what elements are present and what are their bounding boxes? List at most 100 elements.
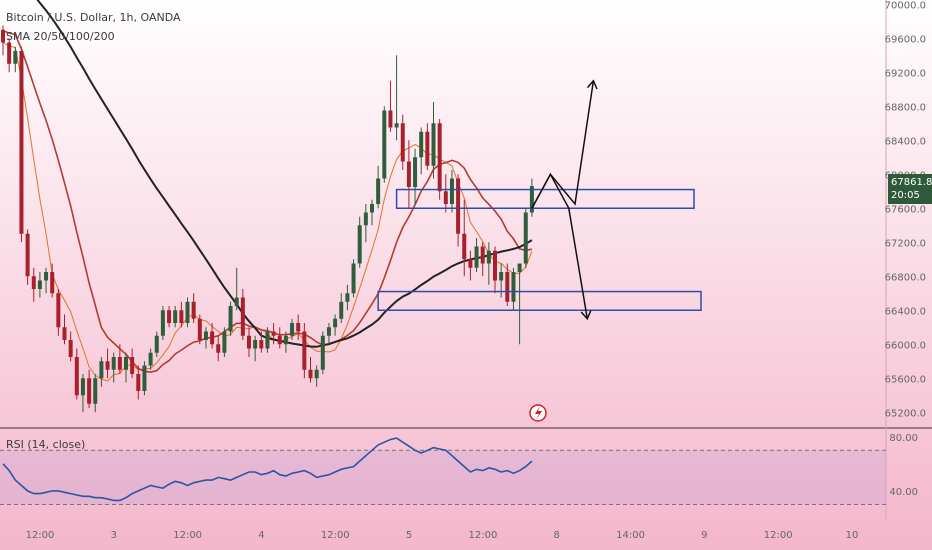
candle-body[interactable] [462,233,467,260]
candle-body[interactable] [210,331,215,345]
candle-body[interactable] [56,293,61,328]
projection-layer[interactable] [531,79,598,321]
candle-body[interactable] [173,310,178,323]
candle-body[interactable] [130,357,135,374]
candle-body[interactable] [320,335,325,370]
candle-body[interactable] [80,378,85,396]
candle-body[interactable] [339,301,344,319]
candle-body[interactable] [19,51,24,234]
candle-body[interactable] [499,272,504,281]
candle-body[interactable] [247,335,251,349]
candle-body[interactable] [148,352,153,366]
candle-body[interactable] [357,225,362,264]
candle-body[interactable] [302,331,307,370]
candle-body[interactable] [7,42,12,64]
candle-body[interactable] [222,331,227,353]
candle-body[interactable] [474,246,479,268]
candle-body[interactable] [124,357,128,370]
time-axis[interactable]: 12:00 3 12:00 4 12:00 5 12:00 8 14:00 9 12:00 10 [26,530,859,541]
candle-body[interactable] [13,51,18,64]
candle-body[interactable] [431,123,436,166]
candle-body[interactable] [449,178,454,205]
candle-body[interactable] [234,297,239,307]
candle-body[interactable] [363,212,368,226]
candle-body[interactable] [99,361,104,379]
candle-body[interactable] [480,246,485,264]
lightning-icon[interactable] [529,404,547,422]
candle-body[interactable] [296,323,301,332]
candle-body[interactable] [185,301,190,323]
candle-body[interactable] [68,340,73,357]
candle-body[interactable] [505,272,510,302]
candle-body[interactable] [425,131,430,166]
candle-body[interactable] [197,318,202,340]
candle-body[interactable] [179,310,184,323]
candle-body[interactable] [529,186,534,213]
candle-body[interactable] [345,293,350,302]
candle-body[interactable] [93,378,98,404]
candle-body[interactable] [413,157,418,187]
candle-body[interactable] [290,323,295,336]
candle-body[interactable] [265,331,270,349]
price-zone-rect[interactable] [395,188,695,210]
candles-layer[interactable] [1,25,534,413]
candle-body[interactable] [314,369,319,379]
candle-body[interactable] [160,310,165,336]
time-tick-label: 12:00 [764,530,793,541]
candle-body[interactable] [154,335,159,353]
candle-body[interactable] [406,161,411,188]
candle-body[interactable] [333,318,338,328]
candle-body[interactable] [486,250,491,264]
candle-body[interactable] [271,331,276,336]
candle-body[interactable] [308,369,313,379]
zones-layer[interactable] [377,188,702,311]
candle-body[interactable] [37,280,42,290]
candle-body[interactable] [111,357,116,370]
candle-body[interactable] [117,357,122,370]
candle-body[interactable] [370,204,374,213]
candle-body[interactable] [31,276,36,289]
candle-body[interactable] [468,259,473,268]
candle-body[interactable] [74,357,79,396]
candle-body[interactable] [394,123,399,128]
candle-body[interactable] [277,335,282,345]
candle-body[interactable] [167,310,172,323]
candle-body[interactable] [456,178,461,234]
candle-body[interactable] [1,29,5,43]
candle-body[interactable] [253,340,258,349]
candle-body[interactable] [400,123,405,162]
candle-body[interactable] [203,331,208,341]
candle-body[interactable] [228,306,233,332]
candle-body[interactable] [50,272,55,294]
bar-countdown: 20:05 [891,190,920,201]
candle-body[interactable] [419,131,424,158]
candle-body[interactable] [142,365,147,392]
price-tick-label: 67600.0 [885,204,926,215]
candle-body[interactable] [376,178,381,205]
candle-body[interactable] [517,263,522,273]
candle-body[interactable] [136,374,141,391]
candle-body[interactable] [44,272,49,281]
candle-body[interactable] [443,191,448,204]
candle-body[interactable] [240,297,245,336]
candle-body[interactable] [25,233,30,277]
candle-body[interactable] [283,335,288,345]
candle-body[interactable] [326,327,331,336]
candle-body[interactable] [511,272,516,302]
candle-body[interactable] [87,378,92,404]
candle-body[interactable] [259,340,264,349]
candle-body[interactable] [216,344,221,353]
projection-path-down[interactable] [531,172,589,319]
candle-body[interactable] [351,263,356,294]
price-zone-rect[interactable] [377,290,702,311]
candle-body[interactable] [105,361,110,370]
candle-body[interactable] [62,327,67,340]
candle-body[interactable] [437,123,442,192]
candle-body[interactable] [523,212,528,264]
candle-body[interactable] [382,110,387,179]
candle-body[interactable] [388,110,393,128]
candle-body[interactable] [191,301,196,319]
candle-body[interactable] [493,250,497,281]
